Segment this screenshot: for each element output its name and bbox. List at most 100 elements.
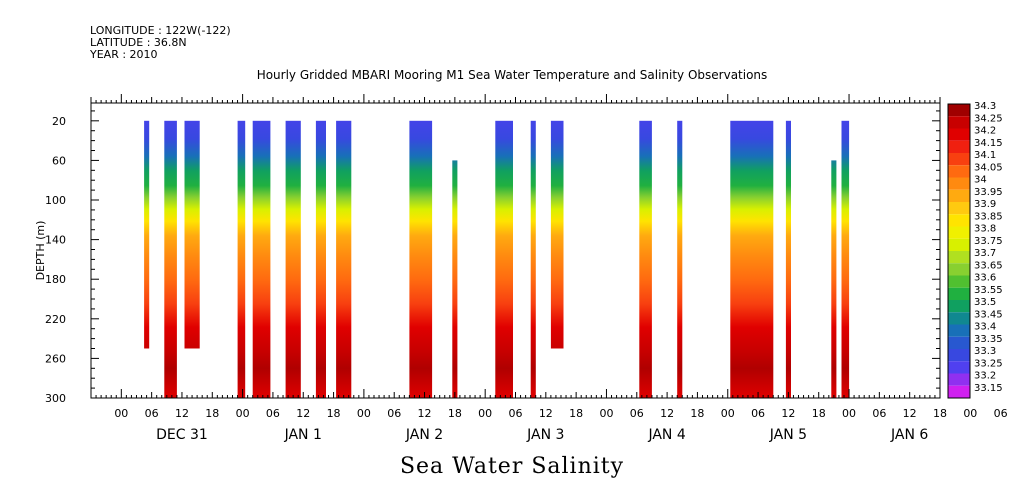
x-tick-label: 18: [690, 407, 704, 420]
x-tick-label: 06: [266, 407, 280, 420]
data-segment-0: [144, 120, 150, 349]
header-year: YEAR : 2010: [90, 48, 158, 61]
x-tick-label: 18: [205, 407, 219, 420]
x-tick-label: 00: [357, 407, 371, 420]
colorbar-label: 33.3: [974, 346, 996, 357]
x-day-label: JAN 1: [284, 427, 322, 443]
x-tick-label: 12: [296, 407, 310, 420]
x-day-label: JAN 6: [890, 427, 928, 443]
colorbar-label: 34.15: [974, 138, 1003, 149]
data-segment-13: [639, 120, 652, 399]
data-segment-15: [730, 120, 774, 399]
x-tick-label: 12: [781, 407, 795, 420]
chart-title: Hourly Gridded MBARI Mooring M1 Sea Wate…: [256, 68, 768, 82]
y-axis-label: DEPTH (m): [34, 221, 47, 281]
data-segment-5: [285, 120, 301, 399]
colorbar-swatch: [948, 140, 970, 153]
colorbar-label: 33.6: [974, 273, 996, 284]
y-tick-label: 20: [52, 115, 66, 128]
y-tick-label: 180: [45, 273, 66, 286]
x-tick-label: 00: [599, 407, 613, 420]
plot-frame: [90, 102, 941, 399]
x-tick-label: 12: [418, 407, 432, 420]
colorbar-swatch: [948, 116, 970, 129]
x-tick-label: 00: [963, 407, 977, 420]
y-tick-label: 300: [45, 392, 66, 405]
x-tick-label: 06: [630, 407, 644, 420]
colorbar-label: 34.05: [974, 162, 1003, 173]
x-tick-label: 06: [387, 407, 401, 420]
colorbar-label: 33.4: [974, 322, 996, 333]
colorbar-swatch: [948, 349, 970, 362]
x-tick-label: 18: [327, 407, 341, 420]
colorbar-swatch: [948, 226, 970, 239]
colorbar-swatch: [948, 104, 970, 117]
colorbar-label: 33.25: [974, 358, 1003, 369]
x-tick-label: 12: [903, 407, 917, 420]
colorbar-label: 33.7: [974, 248, 996, 259]
x-tick-label: 00: [114, 407, 128, 420]
colorbar-label: 33.65: [974, 260, 1003, 271]
colorbar-label: 33.55: [974, 285, 1003, 296]
colorbar-swatch: [948, 361, 970, 374]
colorbar: 34.334.2534.234.1534.134.053433.9533.933…: [947, 101, 1003, 399]
colorbar-swatch: [948, 373, 970, 386]
colorbar-swatch: [948, 165, 970, 178]
colorbar-label: 33.2: [974, 371, 996, 382]
colorbar-label: 33.95: [974, 187, 1003, 198]
x-tick-label: 18: [448, 407, 462, 420]
x-tick-label: 18: [933, 407, 947, 420]
data-segment-1: [164, 120, 177, 399]
x-day-label: JAN 2: [405, 427, 443, 443]
x-tick-label: 12: [660, 407, 674, 420]
data-segment-17: [831, 160, 837, 398]
y-tick-label: 220: [45, 313, 66, 326]
data-segment-14: [677, 120, 683, 399]
x-tick-label: 06: [994, 407, 1008, 420]
data-segment-7: [336, 120, 352, 399]
colorbar-swatch: [948, 336, 970, 349]
x-day-label: JAN 4: [647, 427, 685, 443]
colorbar-swatch: [948, 153, 970, 166]
x-tick-label: 12: [175, 407, 189, 420]
data-segment-3: [237, 120, 246, 399]
y-tick-label: 60: [52, 154, 66, 167]
x-tick-label: 06: [751, 407, 765, 420]
colorbar-label: 33.5: [974, 297, 996, 308]
data-segment-11: [530, 120, 536, 399]
colorbar-label: 33.8: [974, 224, 996, 235]
colorbar-label: 34.25: [974, 113, 1003, 124]
header-longitude: LONGITUDE : 122W(-122): [90, 24, 231, 37]
x-tick-label: 18: [569, 407, 583, 420]
x-day-label: JAN 3: [526, 427, 564, 443]
colorbar-swatch: [948, 177, 970, 190]
x-day-label: JAN 5: [769, 427, 807, 443]
colorbar-label: 33.15: [974, 383, 1003, 394]
colorbar-label: 33.85: [974, 211, 1003, 222]
data-segment-2: [184, 120, 200, 349]
colorbar-swatch: [948, 275, 970, 288]
colorbar-label: 34.2: [974, 126, 996, 137]
colorbar-label: 34.3: [974, 101, 996, 112]
colorbar-swatch: [948, 324, 970, 337]
colorbar-swatch: [948, 385, 970, 398]
x-tick-label: 06: [145, 407, 159, 420]
colorbar-frame: [947, 103, 971, 399]
colorbar-swatch: [948, 287, 970, 300]
x-tick-label: 12: [539, 407, 553, 420]
y-tick-label: 140: [45, 234, 66, 247]
colorbar-swatch: [948, 300, 970, 313]
colorbar-swatch: [948, 312, 970, 325]
colorbar-swatch: [948, 251, 970, 264]
x-tick-label: 00: [721, 407, 735, 420]
colorbar-label: 33.45: [974, 309, 1003, 320]
x-tick-label: 18: [812, 407, 826, 420]
y-tick-label: 260: [45, 352, 66, 365]
data-segment-9: [452, 160, 458, 398]
colorbar-label: 33.9: [974, 199, 996, 210]
variable-title: Sea Water Salinity: [399, 454, 625, 479]
x-day-label: DEC 31: [156, 427, 208, 443]
x-tick-label: 00: [478, 407, 492, 420]
data-segment-18: [841, 120, 850, 399]
colorbar-swatch: [948, 128, 970, 141]
